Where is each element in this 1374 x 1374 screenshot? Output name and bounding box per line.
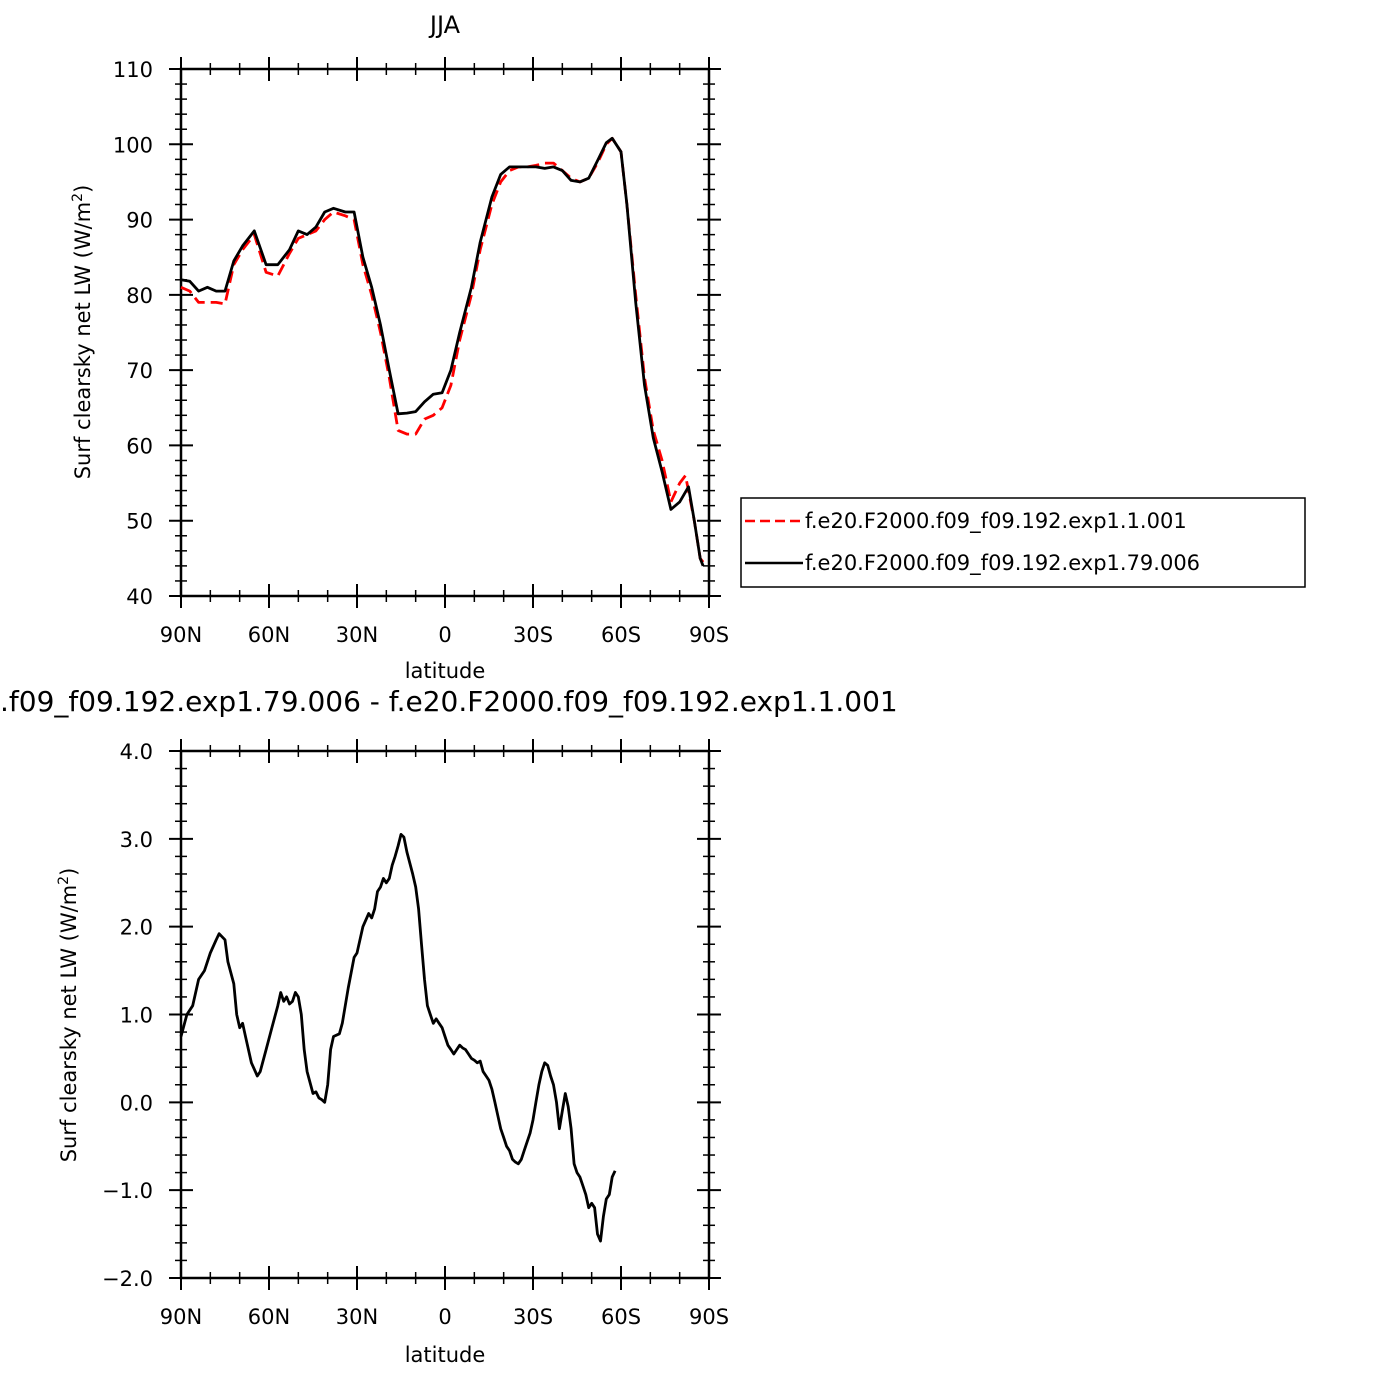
bottom-y-tick-label: 1.0: [120, 1004, 153, 1028]
top-y-tick-label: 100: [113, 133, 153, 157]
top-y-tick-label: 50: [126, 510, 153, 534]
bottom-y-ticks: −2.0 −1.0 0.0 1.0 2.0 3.0 4.0: [102, 740, 721, 1291]
bottom-x-tick-label: 60S: [601, 1305, 641, 1329]
chart-legend: f.e20.F2000.f09_f09.192.exp1.1.001 f.e20…: [740, 497, 1306, 588]
bottom-x-tick-label: 0: [438, 1305, 451, 1329]
top-x-axis-label: latitude: [405, 659, 486, 683]
top-series-line-0: [180, 136, 705, 563]
top-x-tick-label: 0: [438, 623, 451, 647]
top-series-line-1: [180, 136, 705, 567]
bottom-y-tick-label: 0.0: [120, 1091, 153, 1115]
top-x-tick-label: 90N: [160, 623, 202, 647]
bottom-x-tick-label: 30S: [513, 1305, 553, 1329]
bottom-x-tick-label: 90S: [689, 1305, 729, 1329]
bottom-plot-frame: [179, 749, 711, 1280]
top-series-lines: [180, 136, 705, 567]
top-x-tick-label: 90S: [689, 623, 729, 647]
top-y-tick-label: 70: [126, 359, 153, 383]
bottom-y-tick-label: −1.0: [102, 1179, 153, 1203]
bottom-x-axis-label: latitude: [405, 1343, 486, 1367]
top-chart-title: JJA: [428, 11, 461, 39]
bottom-x-tick-label: 30N: [336, 1305, 378, 1329]
top-x-tick-label: 30N: [336, 623, 378, 647]
bottom-x-tick-label: 90N: [160, 1305, 202, 1329]
bottom-chart-panel: .f09_f09.192.exp1.79.006 - f.e20.F2000.f…: [0, 685, 898, 1367]
top-y-ticks: 40 50 60 70 80 90 100 110: [113, 58, 721, 609]
top-x-tick-label: 30S: [513, 623, 553, 647]
top-plot-frame: [179, 67, 711, 598]
bottom-y-tick-label: 4.0: [120, 740, 153, 764]
bottom-y-tick-label: 3.0: [120, 828, 153, 852]
bottom-y-axis-label: Surf clearsky net LW (W/m2): [56, 868, 81, 1163]
bottom-chart-title: .f09_f09.192.exp1.79.006 - f.e20.F2000.f…: [0, 685, 898, 718]
top-y-axis-label: Surf clearsky net LW (W/m2): [70, 185, 95, 480]
top-x-tick-label: 60N: [248, 623, 290, 647]
legend-box: [740, 497, 1306, 588]
legend-label-exp1-79-006: f.e20.F2000.f09_f09.192.exp1.79.006: [805, 551, 1200, 576]
legend-label-exp1-1-001: f.e20.F2000.f09_f09.192.exp1.1.001: [805, 509, 1187, 534]
top-x-ticks: 90N 60N 30N 0 30S 60S 90S: [160, 57, 729, 647]
top-y-tick-label: 40: [126, 585, 153, 609]
bottom-series-lines: [179, 833, 617, 1243]
bottom-y-tick-label: −2.0: [102, 1267, 153, 1291]
top-y-tick-label: 60: [126, 434, 153, 458]
bottom-x-ticks: 90N 60N 30N 0 30S 60S 90S: [160, 739, 729, 1329]
bottom-series-line-0: [179, 833, 617, 1243]
top-y-tick-label: 110: [113, 58, 153, 82]
bottom-x-tick-label: 60N: [248, 1305, 290, 1329]
top-y-tick-label: 90: [126, 209, 153, 233]
bottom-y-tick-label: 2.0: [120, 916, 153, 940]
top-y-tick-label: 80: [126, 284, 153, 308]
top-x-tick-label: 60S: [601, 623, 641, 647]
